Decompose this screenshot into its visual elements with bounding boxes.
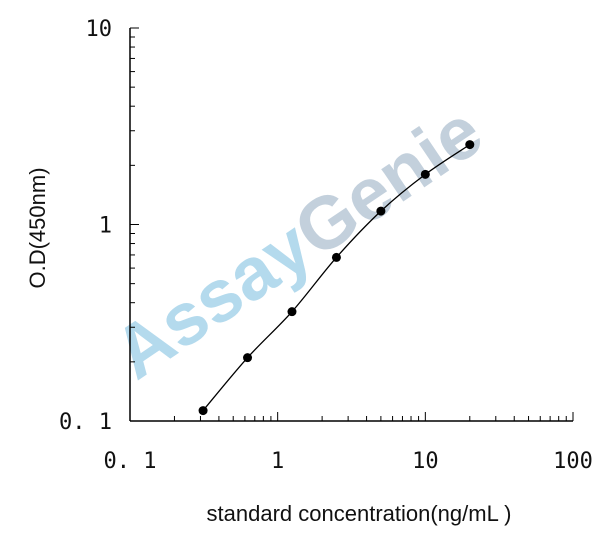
svg-text:AssayGenie: AssayGenie [99, 89, 497, 395]
x-tick-label: 10 [412, 449, 439, 474]
data-point [420, 169, 430, 179]
x-tick-label: 1 [271, 449, 284, 474]
ticks [129, 27, 574, 422]
y-tick-label: 1 [99, 214, 112, 239]
tick-labels: 0. 1 1 10 100 0. 1 1 10 [59, 17, 593, 474]
watermark-part-assay: Assay [99, 204, 326, 395]
x-tick-label: 0. 1 [104, 449, 157, 474]
data-point [198, 406, 208, 416]
y-axis-title: O.D(450nm) [25, 167, 50, 288]
watermark-part-genie: Genie [280, 89, 497, 273]
data-points [198, 140, 475, 416]
y-tick-label: 10 [86, 17, 113, 42]
data-point [331, 252, 341, 262]
watermark-logo: AssayGenie [99, 89, 497, 395]
y-tick-label: 0. 1 [59, 410, 112, 435]
data-point [465, 140, 475, 150]
x-axis-title: standard concentration(ng/mL ) [207, 501, 512, 526]
data-point [376, 206, 386, 216]
x-tick-label: 100 [553, 449, 593, 474]
data-point [287, 307, 297, 317]
data-point [243, 353, 253, 363]
